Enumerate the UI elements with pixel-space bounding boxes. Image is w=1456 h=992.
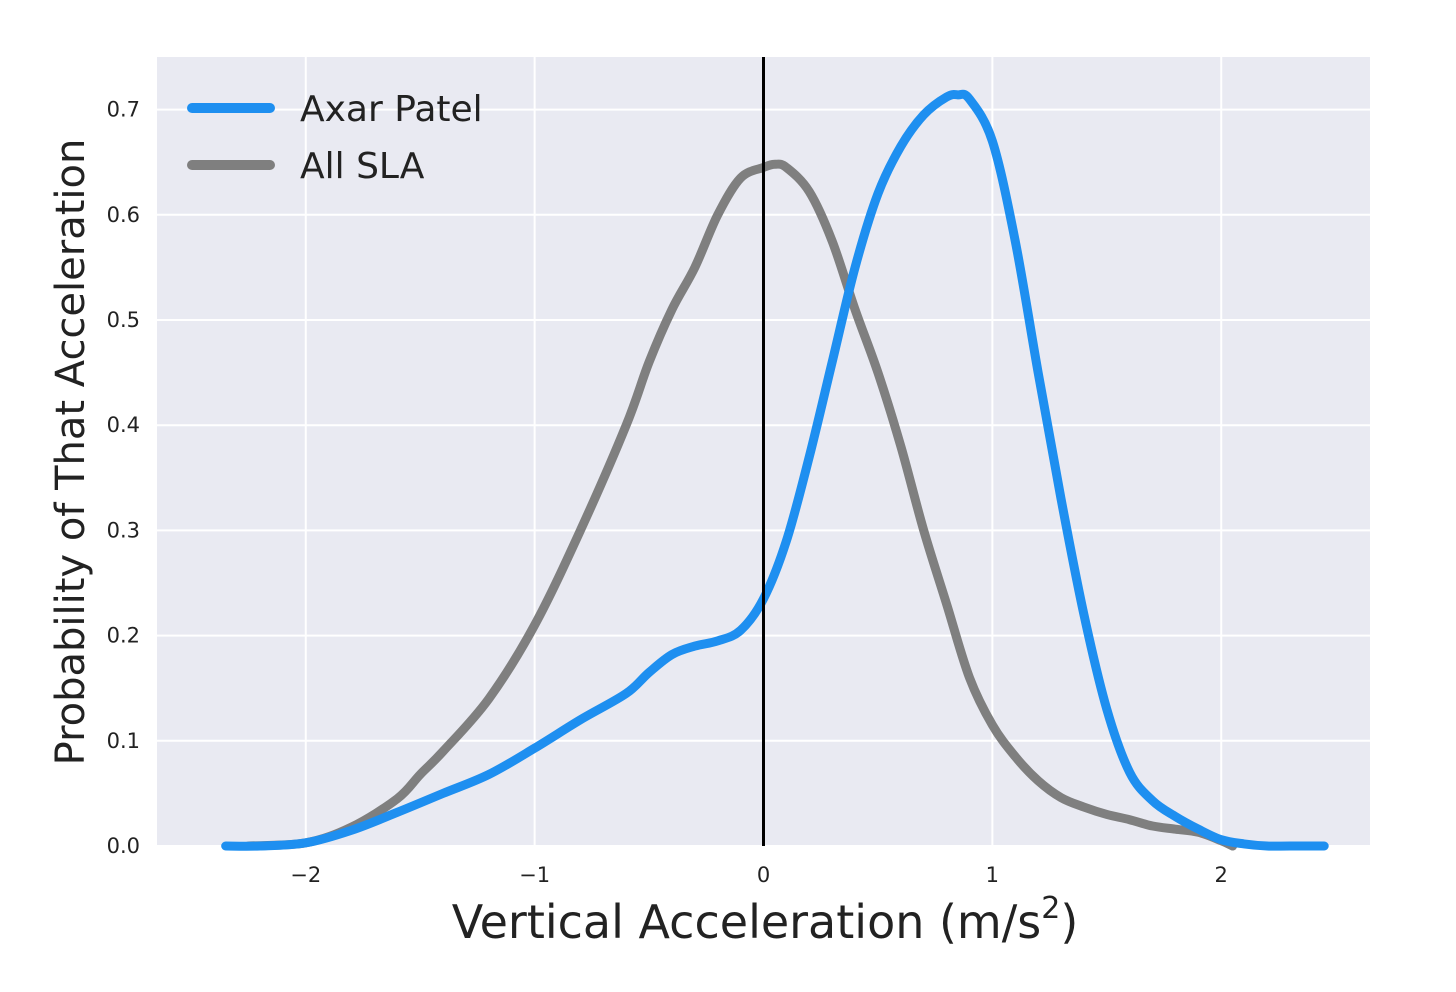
x-tick-label: 0 bbox=[757, 863, 770, 887]
legend: Axar Patel All SLA bbox=[187, 89, 483, 187]
x-tick-labels: −2 −1 0 1 2 bbox=[290, 863, 1228, 887]
x-axis-label-superscript: 2 bbox=[1041, 891, 1060, 926]
y-axis-label: Probability of That Acceleration bbox=[48, 139, 94, 766]
y-tick-label: 0.7 bbox=[107, 98, 140, 122]
y-tick-label: 0.6 bbox=[107, 203, 140, 227]
series-line-axar-patel bbox=[221, 89, 1329, 851]
y-tick-label: 0.1 bbox=[107, 729, 140, 753]
y-tick-label: 0.5 bbox=[107, 308, 140, 332]
y-tick-label: 0.4 bbox=[107, 413, 140, 437]
legend-label: All SLA bbox=[300, 146, 425, 187]
x-tick-label: 1 bbox=[986, 863, 999, 887]
legend-label: Axar Patel bbox=[300, 89, 483, 130]
y-tick-label: 0.2 bbox=[107, 624, 140, 648]
x-axis-label: Vertical Acceleration (m/s2) bbox=[452, 891, 1079, 949]
y-tick-labels: 0.0 0.1 0.2 0.3 0.4 0.5 0.6 0.7 bbox=[107, 98, 140, 858]
y-tick-label: 0.3 bbox=[107, 518, 140, 542]
series-line-all-sla bbox=[244, 159, 1238, 851]
series-layer bbox=[221, 89, 1329, 851]
x-tick-label: −2 bbox=[290, 863, 321, 887]
x-tick-label: 2 bbox=[1215, 863, 1228, 887]
x-tick-label: −1 bbox=[519, 863, 550, 887]
y-tick-label: 0.0 bbox=[107, 834, 140, 858]
